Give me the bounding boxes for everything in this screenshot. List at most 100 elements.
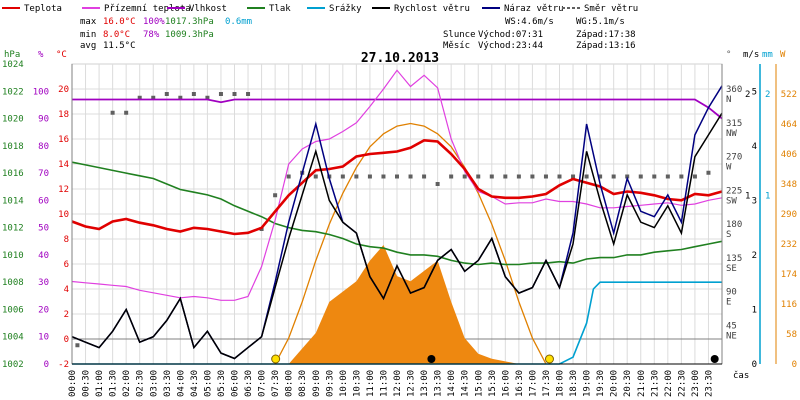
wind-direction-point: [205, 95, 210, 100]
wind-direction-point: [449, 174, 454, 179]
x-tick-label: 12:00: [393, 370, 403, 397]
y-tick-pct: 80: [38, 142, 49, 152]
wind-direction-point: [516, 174, 521, 179]
x-tick-label: 14:30: [461, 370, 471, 397]
y-tick-direction: S: [726, 230, 731, 240]
info-sun-label: Slunce: [443, 30, 476, 40]
legend-item-teplota: Teplota: [2, 4, 62, 14]
y-tick-hpa: 1010: [2, 251, 24, 261]
wind-direction-point: [218, 92, 223, 96]
wind-direction-point: [692, 174, 697, 179]
x-tick-label: 15:30: [488, 370, 498, 397]
legend: Teplota Přízemní teplota Vlhkost Tlak Sr…: [2, 4, 638, 14]
stats-max-temp: 16.0°C: [103, 17, 136, 27]
wind-direction-point: [543, 174, 548, 179]
x-tick-label: 10:30: [352, 370, 362, 397]
chart-title: 27.10.2013: [361, 51, 439, 66]
x-tick-label: 09:30: [325, 370, 335, 397]
y-tick-ms: 4: [752, 142, 757, 152]
x-tick-label: 11:00: [366, 370, 376, 397]
legend-label: Vlhkost: [189, 4, 227, 14]
y-tick-wm2: 58: [786, 330, 797, 340]
y-tick-hpa: 1018: [2, 142, 24, 152]
y-tick-direction: N: [726, 95, 731, 105]
wind-direction-point: [503, 174, 508, 179]
x-tick-label: 19:30: [596, 370, 606, 397]
x-tick-label: 11:30: [379, 370, 389, 397]
x-tick-label: 14:00: [447, 370, 457, 397]
y-tick-hpa: 1020: [2, 115, 24, 125]
wind-direction-point: [124, 110, 129, 115]
wind-direction-point: [625, 174, 630, 179]
y-tick-pct: 0: [44, 360, 49, 370]
info-sunset: Západ:17:38: [576, 30, 636, 40]
y-tick-direction: 225: [726, 186, 742, 196]
y-tick-hpa: 1022: [2, 87, 24, 97]
info-wg: WG:5.1m/s: [576, 17, 625, 27]
y-tick-direction: SE: [726, 264, 737, 274]
y-tick-ms: 1: [752, 305, 757, 315]
legend-label: Náraz větru: [504, 4, 564, 14]
wind-direction-point: [638, 174, 643, 179]
unit-mm: mm: [762, 50, 773, 60]
y-tick-pct: 30: [38, 278, 49, 288]
y-tick-degc: -2: [58, 360, 69, 370]
y-tick-degc: 4: [64, 285, 69, 295]
wind-direction-point: [395, 174, 399, 179]
stats-max-rain: 0.6mm: [225, 17, 252, 27]
y-tick-direction: 45: [726, 321, 737, 331]
y-tick-pct: 20: [38, 305, 49, 315]
y-tick-degc: 12: [58, 185, 69, 195]
x-tick-label: 17:00: [528, 370, 538, 397]
x-tick-label: 03:00: [149, 370, 159, 397]
y-tick-hpa: 1012: [2, 224, 24, 234]
y-tick-direction: E: [726, 298, 731, 308]
moonrise-marker: [710, 355, 719, 363]
series-teplota-line: [71, 138, 723, 236]
y-tick-direction: 315: [726, 119, 742, 129]
wind-direction-point: [286, 174, 291, 179]
y-tick-direction: 360: [726, 85, 742, 95]
y-tick-direction: NW: [726, 129, 737, 139]
y-tick-wm2: 406: [781, 150, 797, 160]
wind-direction-point: [232, 92, 237, 96]
y-tick-hpa: 1006: [2, 305, 24, 315]
wind-direction-point: [110, 110, 115, 115]
x-tick-label: 05:00: [203, 370, 213, 397]
unit-deg: °: [726, 50, 731, 60]
wind-direction-point: [571, 174, 576, 179]
x-tick-label: 13:30: [434, 370, 444, 397]
legend-item-rychlost-vetru: Rychlost větru: [372, 4, 470, 14]
y-tick-degc: 20: [58, 85, 69, 95]
y-tick-mm: 1: [765, 191, 770, 201]
y-tick-pct: 100: [33, 87, 49, 97]
x-tick-label: 21:00: [637, 370, 647, 397]
legend-item-smer-vetru: Směr větru: [562, 4, 638, 14]
wind-direction-point: [584, 174, 589, 179]
x-tick-label: 02:30: [136, 370, 146, 397]
x-tick-label: 05:30: [217, 370, 227, 397]
y-tick-direction: 90: [726, 288, 737, 298]
stats-max-label: max: [80, 17, 97, 27]
y-tick-hpa: 1014: [2, 196, 24, 206]
legend-label: Tlak: [269, 4, 291, 14]
wind-direction-point: [367, 174, 372, 179]
y-tick-direction: 135: [726, 254, 742, 264]
y-tick-direction: NE: [726, 331, 737, 341]
y-tick-pct: 90: [38, 115, 49, 125]
y-tick-ms: 3: [752, 196, 757, 206]
wind-direction-point: [273, 193, 278, 198]
unit-hpa: hPa: [4, 50, 20, 60]
wind-direction-point: [408, 174, 413, 179]
x-tick-label: 13:00: [420, 370, 430, 397]
x-tick-label: 04:30: [190, 370, 200, 397]
legend-label: Směr větru: [584, 4, 638, 14]
y-tick-ms: 5: [752, 87, 757, 97]
wind-direction-point: [557, 174, 562, 179]
stats-max-humidity: 100%: [143, 17, 165, 27]
x-tick-label: 00:00: [68, 370, 78, 397]
legend-item-tlak: Tlak: [247, 4, 291, 14]
x-tick-label: 18:00: [556, 370, 566, 397]
stats-max-pressure: 1017.3hPa: [165, 17, 214, 27]
x-tick-label: 12:30: [407, 370, 417, 397]
